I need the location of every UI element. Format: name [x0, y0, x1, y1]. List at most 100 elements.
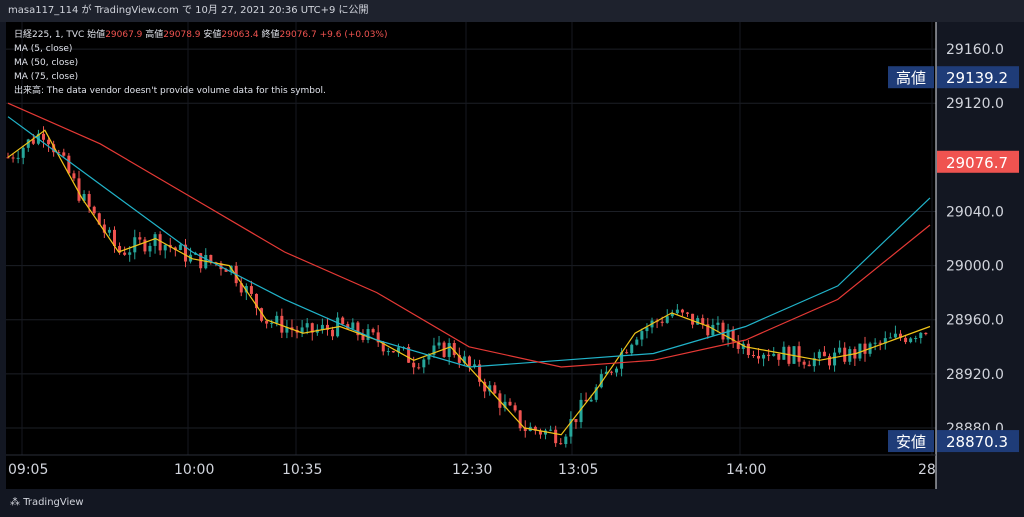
candle-body: [417, 367, 421, 369]
candle-body: [686, 312, 690, 314]
candle-body: [604, 371, 608, 375]
candle-body: [691, 313, 695, 325]
candle-body: [488, 385, 492, 392]
high-value: 29078.9: [163, 30, 201, 40]
candle-body: [6, 157, 10, 159]
candle-body: [280, 315, 284, 333]
candle-body: [341, 317, 345, 325]
candle-body: [422, 359, 426, 368]
candle-body: [52, 144, 56, 153]
candle-body: [285, 327, 289, 333]
candle-body: [660, 321, 664, 323]
candle-body: [310, 323, 314, 333]
candle-body: [767, 354, 771, 356]
candle-body: [919, 332, 923, 338]
candle-body: [62, 152, 66, 156]
candle-body: [848, 349, 852, 362]
candle-body: [478, 364, 482, 382]
candle-body: [828, 356, 832, 366]
candle-body: [11, 157, 15, 159]
candle-body: [914, 337, 918, 339]
candle-body: [432, 345, 436, 355]
candle-body: [356, 322, 360, 336]
chart-area[interactable]: [6, 22, 936, 489]
candle-body: [675, 309, 679, 314]
candle-body: [569, 419, 573, 437]
candle-body: [751, 354, 755, 356]
candle-body: [249, 286, 253, 294]
candle-body: [599, 374, 603, 388]
candle-body: [275, 315, 279, 323]
candle-body: [407, 347, 411, 363]
candle-body: [483, 381, 487, 392]
candle-body: [47, 139, 51, 145]
ma75-line: [7, 102, 931, 368]
close-label: 終値: [261, 30, 280, 40]
candle-body: [183, 244, 187, 262]
candle-body: [538, 430, 542, 435]
open-value: 29067.9: [105, 30, 143, 40]
candle-body: [351, 322, 355, 329]
candle-body: [625, 352, 629, 354]
candles: [6, 126, 928, 448]
candle-body: [300, 327, 304, 333]
grid-lines: [6, 22, 936, 455]
price-tick-label: 28920.0: [946, 367, 1004, 383]
candle-body: [158, 234, 162, 251]
candle-body: [640, 331, 644, 340]
candle-body: [467, 356, 471, 366]
candle-body: [893, 333, 897, 338]
candle-body: [386, 351, 390, 353]
ma5-line: [7, 129, 931, 436]
candle-body: [736, 341, 740, 349]
candle-body: [270, 322, 274, 324]
candle-body: [320, 324, 324, 330]
time-tick-label: 10:00: [174, 462, 214, 478]
candle-body: [305, 323, 309, 328]
candle-body: [82, 194, 86, 201]
candle-body: [427, 354, 431, 360]
time-tick-label: 10:35: [282, 462, 322, 478]
candle-body: [92, 206, 96, 214]
candle-body: [711, 324, 715, 336]
legend-ma5[interactable]: MA (5, close): [14, 44, 73, 54]
candle-body: [26, 139, 30, 148]
price-tick-label: 29120.0: [946, 96, 1004, 112]
high-badge-label-bg: [888, 66, 934, 89]
candle-body: [107, 229, 111, 233]
price-badges: 高値 29139.2 29076.7 安値 28870.3: [888, 66, 1019, 453]
candle-body: [878, 342, 882, 344]
candle-body: [665, 316, 669, 323]
candle-body: [680, 309, 684, 313]
candle-body: [331, 329, 335, 337]
candle-body: [721, 322, 725, 340]
candle-body: [102, 224, 106, 233]
candle-body: [178, 244, 182, 250]
candle-body: [863, 343, 867, 354]
candle-body: [153, 234, 157, 246]
candle-body: [574, 419, 578, 423]
candle-body: [452, 343, 456, 356]
candle-body: [503, 401, 507, 408]
legend-ma75[interactable]: MA (75, close): [14, 72, 79, 82]
candle-body: [924, 332, 928, 335]
candle-body: [822, 351, 826, 357]
candle-body: [21, 147, 25, 158]
candle-body: [792, 346, 796, 364]
legend-ma50[interactable]: MA (50, close): [14, 58, 79, 68]
low-badge-value: 28870.3: [946, 433, 1008, 451]
candle-body: [696, 318, 700, 325]
candle-body: [883, 338, 887, 344]
candle-body: [564, 436, 568, 445]
candle-body: [554, 429, 558, 444]
candle-body: [447, 343, 451, 357]
time-tick-label: 12:30: [452, 462, 492, 478]
candle-body: [559, 443, 563, 445]
candle-body: [584, 399, 588, 402]
candle-body: [254, 293, 258, 309]
candle-body: [361, 335, 365, 340]
candle-body: [366, 329, 370, 340]
candle-body: [757, 355, 761, 359]
candle-body: [41, 133, 45, 140]
